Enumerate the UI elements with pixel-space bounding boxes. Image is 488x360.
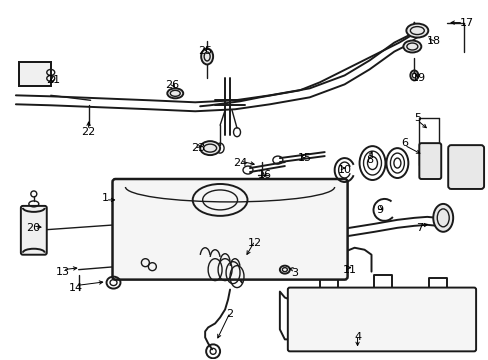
Text: 3: 3 [291, 267, 298, 278]
Ellipse shape [200, 141, 220, 155]
Text: 9: 9 [375, 205, 382, 215]
Text: 15: 15 [297, 153, 311, 163]
Text: 17: 17 [459, 18, 473, 28]
Text: 10: 10 [337, 165, 351, 175]
FancyBboxPatch shape [287, 288, 475, 351]
Text: 24: 24 [232, 158, 246, 168]
Text: 25: 25 [198, 45, 212, 55]
Text: 5: 5 [413, 113, 420, 123]
Text: 13: 13 [56, 267, 70, 276]
Text: 18: 18 [427, 36, 441, 46]
Ellipse shape [432, 204, 452, 232]
Text: 6: 6 [400, 138, 407, 148]
Text: 20: 20 [26, 223, 40, 233]
Text: 21: 21 [45, 75, 60, 85]
Bar [19, 62, 51, 86]
Text: 4: 4 [353, 332, 360, 342]
Text: 14: 14 [68, 283, 82, 293]
Text: 8: 8 [365, 155, 372, 165]
FancyBboxPatch shape [21, 206, 47, 255]
Text: 1: 1 [102, 193, 109, 203]
Text: 7: 7 [415, 223, 422, 233]
Ellipse shape [167, 88, 183, 98]
Text: 12: 12 [247, 238, 262, 248]
Ellipse shape [403, 41, 421, 53]
Text: 16: 16 [257, 170, 271, 180]
Text: 19: 19 [411, 73, 426, 84]
Text: 2: 2 [226, 310, 233, 319]
FancyBboxPatch shape [447, 145, 483, 189]
Text: 11: 11 [342, 265, 356, 275]
Text: 23: 23 [191, 143, 205, 153]
Text: 22: 22 [81, 127, 96, 137]
Ellipse shape [201, 49, 213, 64]
Ellipse shape [406, 24, 427, 37]
FancyBboxPatch shape [419, 143, 440, 179]
FancyBboxPatch shape [112, 179, 347, 280]
Bar [19, 62, 51, 86]
Text: 26: 26 [165, 80, 179, 90]
